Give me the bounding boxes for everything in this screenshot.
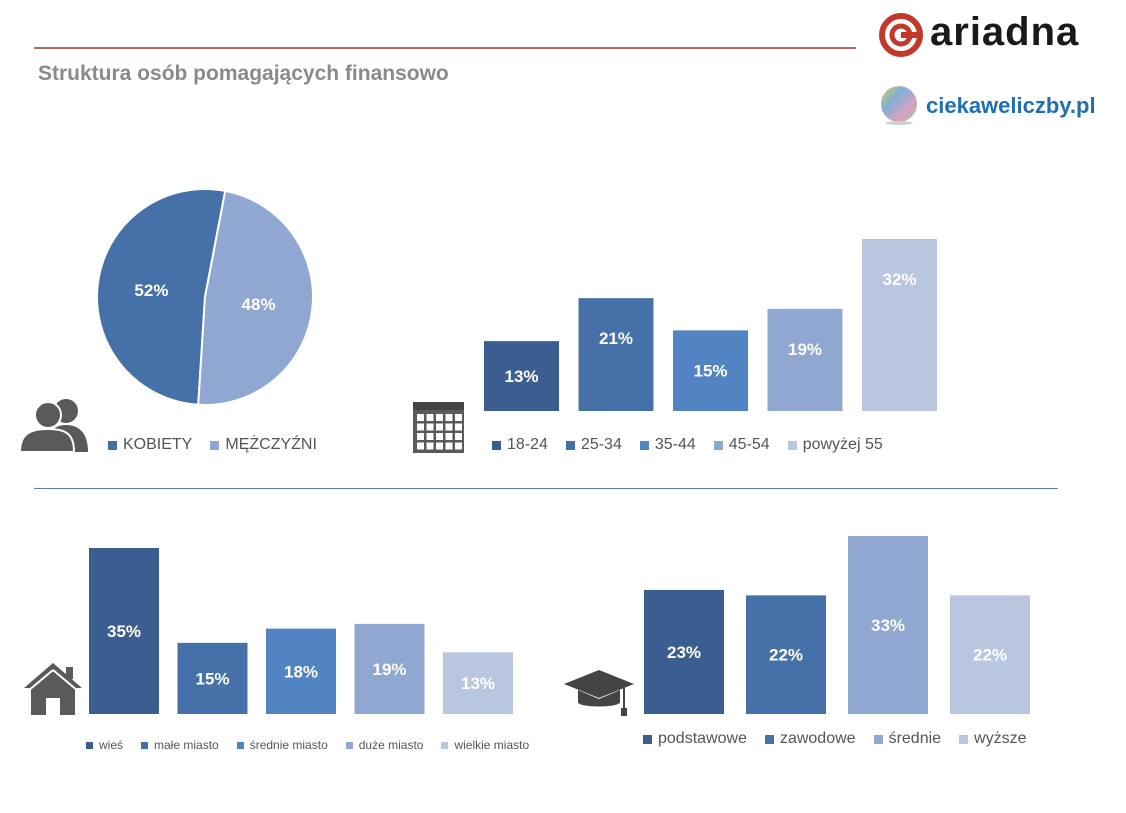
bar-label-3: 19% [372, 660, 406, 679]
legend-label: wielkie miasto [454, 738, 530, 752]
legend-swatch [441, 741, 449, 749]
legend-label: średnie [888, 730, 942, 747]
bar-label-1: 15% [195, 669, 229, 688]
legend-label: zawodowe [779, 730, 856, 747]
bar-4 [862, 239, 937, 411]
legend-item-2: średnie miasto [236, 738, 328, 752]
bar-label-1: 22% [769, 646, 803, 665]
bar-label-2: 18% [284, 662, 318, 681]
legend-swatch [873, 734, 883, 744]
bar-label-4: 32% [882, 270, 916, 289]
residence-legend: wieś małe miasto średnie miasto duże miasto… [86, 738, 547, 752]
legend-swatch [108, 440, 117, 450]
legend-item-4: wielkie miasto [441, 738, 529, 752]
bar-label-3: 22% [973, 646, 1007, 665]
legend-label: wieś [99, 738, 124, 752]
people-icon [18, 399, 88, 453]
calendar-icon [413, 402, 464, 453]
legend-label: średnie miasto [249, 738, 328, 752]
bar-label-0: 13% [504, 367, 538, 386]
legend-item-0: KOBIETY [108, 436, 192, 454]
legend-swatch [492, 440, 501, 450]
legend-swatch [565, 440, 575, 450]
legend-item-3: wyższe [959, 730, 1027, 748]
legend-item-1: MĘŻCZYŹNI [210, 436, 317, 454]
graduation-cap-icon [564, 670, 634, 716]
legend-label: 45-54 [728, 436, 770, 453]
pie-slice-1 [197, 189, 314, 406]
middle-divider [34, 488, 1058, 489]
legend-item-3: 45-54 [713, 436, 770, 454]
bar-label-0: 23% [667, 643, 701, 662]
pie-label-0: 52% [134, 281, 168, 300]
legend-swatch [764, 734, 774, 744]
legend-swatch [643, 734, 652, 744]
bar-3 [354, 623, 425, 714]
bar-2 [673, 330, 748, 411]
bar-0 [484, 341, 559, 411]
legend-item-1: zawodowe [764, 730, 856, 748]
bar-1 [578, 298, 654, 411]
house-icon [24, 663, 82, 715]
legend-swatch [86, 741, 93, 749]
legend-item-1: 25-34 [565, 436, 622, 454]
legend-label: 25-34 [580, 436, 622, 453]
bar-3 [950, 595, 1030, 714]
legend-swatch [210, 440, 220, 450]
legend-label: 18-24 [507, 436, 548, 453]
legend-swatch [713, 440, 723, 450]
legend-swatch [787, 440, 797, 450]
legend-item-0: podstawowe [643, 730, 747, 748]
legend-item-2: średnie [873, 730, 942, 748]
legend-item-1: małe miasto [141, 738, 219, 752]
legend-item-3: duże miasto [345, 738, 424, 752]
pie-slice-0 [96, 188, 227, 406]
legend-swatch [959, 734, 969, 744]
age-legend: 18-24 25-34 35-44 45-54 powyżej 55 [492, 436, 901, 454]
bar-4 [443, 652, 513, 714]
legend-label: 35-44 [654, 436, 696, 453]
legend-item-0: wieś [86, 738, 123, 752]
legend-label: małe miasto [154, 738, 219, 752]
bar-2 [848, 536, 928, 714]
pie-label-1: 48% [242, 295, 276, 314]
bar-label-2: 15% [693, 361, 727, 380]
legend-swatch [639, 440, 649, 450]
legend-label: wyższe [974, 730, 1027, 747]
bar-0 [644, 589, 724, 714]
legend-label: podstawowe [658, 730, 747, 747]
bar-0 [89, 548, 159, 714]
legend-item-2: 35-44 [639, 436, 696, 454]
gender-legend: KOBIETY MĘŻCZYŹNI [108, 436, 335, 454]
legend-swatch [345, 741, 353, 749]
legend-label: KOBIETY [123, 436, 193, 453]
legend-label: MĘŻCZYŹNI [225, 436, 317, 453]
bar-label-3: 19% [788, 340, 822, 359]
bar-label-0: 35% [107, 622, 141, 641]
top-divider [34, 47, 856, 49]
bar-label-4: 13% [461, 674, 495, 693]
page-title: Struktura osób pomagających finansowo [38, 62, 449, 85]
legend-item-4: powyżej 55 [787, 436, 883, 454]
brand-ariadna: ariadna [930, 10, 1080, 54]
ariadna-logo-icon [879, 13, 923, 57]
bar-1 [746, 595, 826, 714]
bar-3 [767, 308, 843, 411]
bar-1 [177, 642, 248, 714]
bar-label-2: 33% [871, 616, 905, 635]
legend-swatch [141, 741, 149, 749]
legend-swatch [236, 741, 244, 749]
legend-item-0: 18-24 [492, 436, 548, 454]
bar-2 [266, 628, 336, 714]
education-legend: podstawowe zawodowe średnie wyższe [643, 730, 1045, 748]
legend-label: powyżej 55 [802, 436, 883, 453]
bar-label-1: 21% [599, 329, 633, 348]
legend-label: duże miasto [358, 738, 424, 752]
ciekaweliczby-globe-icon [881, 86, 917, 125]
brand-ciekaweliczby: ciekaweliczby.pl [926, 93, 1096, 118]
